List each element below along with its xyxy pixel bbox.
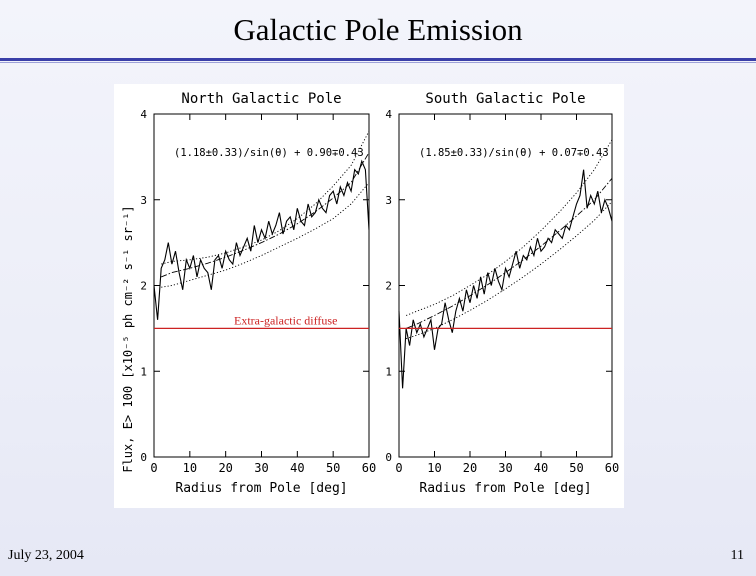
south-y-tick-label: 4	[385, 108, 392, 121]
south-x-tick-label: 40	[534, 461, 548, 475]
title-divider-thin	[0, 62, 756, 63]
footer-date: July 23, 2004	[8, 548, 84, 563]
north-x-tick-label: 10	[183, 461, 197, 475]
north-y-tick-label: 4	[140, 108, 147, 121]
south-series-data	[398, 169, 613, 389]
south-x-tick-label: 20	[463, 461, 477, 475]
south-y-tick-label: 0	[385, 451, 392, 464]
north-series-fit-3	[161, 182, 370, 288]
south-y-tick-label: 1	[385, 365, 392, 378]
north-x-tick-label: 50	[326, 461, 340, 475]
north-panel-title: North Galactic Pole	[181, 91, 341, 107]
south-x-tick-label: 10	[427, 461, 441, 475]
south-panel-title: South Galactic Pole	[425, 91, 585, 107]
north-x-tick-label: 20	[218, 461, 232, 475]
north-y-tick-label: 1	[140, 365, 147, 378]
north-x-axis-label: Radius from Pole [deg]	[175, 481, 347, 496]
north-series-fit-2	[161, 130, 370, 265]
south-x-tick-label: 50	[569, 461, 583, 475]
south-y-tick-label: 3	[385, 194, 392, 207]
north-series-fit-1	[161, 152, 370, 278]
north-series-data	[153, 159, 370, 320]
south-y-tick-label: 2	[385, 280, 392, 293]
title-divider	[0, 58, 756, 61]
north-fit-annotation: (1.18±0.33)/sin(θ) + 0.90∓0.43	[174, 147, 364, 159]
south-x-axis-label: Radius from Pole [deg]	[419, 481, 591, 496]
south-x-tick-label: 0	[395, 461, 402, 475]
north-x-tick-label: 40	[290, 461, 304, 475]
slide-title: Galactic Pole Emission	[233, 12, 523, 47]
south-series-fit-1	[405, 178, 613, 329]
north-x-tick-label: 60	[362, 461, 376, 475]
north-reference-label: Extra-galactic diffuse	[234, 313, 337, 327]
y-axis-label: Flux, E> 100 [x10⁻⁵ ph cm⁻² s⁻¹ sr⁻¹]	[121, 205, 135, 472]
north-y-tick-label: 3	[140, 194, 147, 207]
north-x-tick-label: 30	[254, 461, 268, 475]
north-y-tick-label: 2	[140, 280, 147, 293]
north-plot-frame	[153, 113, 370, 458]
south-series-fit-2	[405, 139, 613, 316]
south-x-tick-label: 30	[498, 461, 512, 475]
figure-panel: 0 1 2 3 4 0 10 20 30 40 50 60 North Galactic Pole Rad…	[114, 84, 624, 508]
south-plot-frame	[398, 113, 613, 458]
south-x-tick-label: 60	[605, 461, 619, 475]
north-x-tick-label: 0	[150, 461, 157, 475]
north-y-tick-label: 0	[140, 451, 147, 464]
page-number: 11	[730, 548, 744, 563]
south-fit-annotation: (1.85±0.33)/sin(θ) + 0.07∓0.43	[419, 147, 609, 159]
